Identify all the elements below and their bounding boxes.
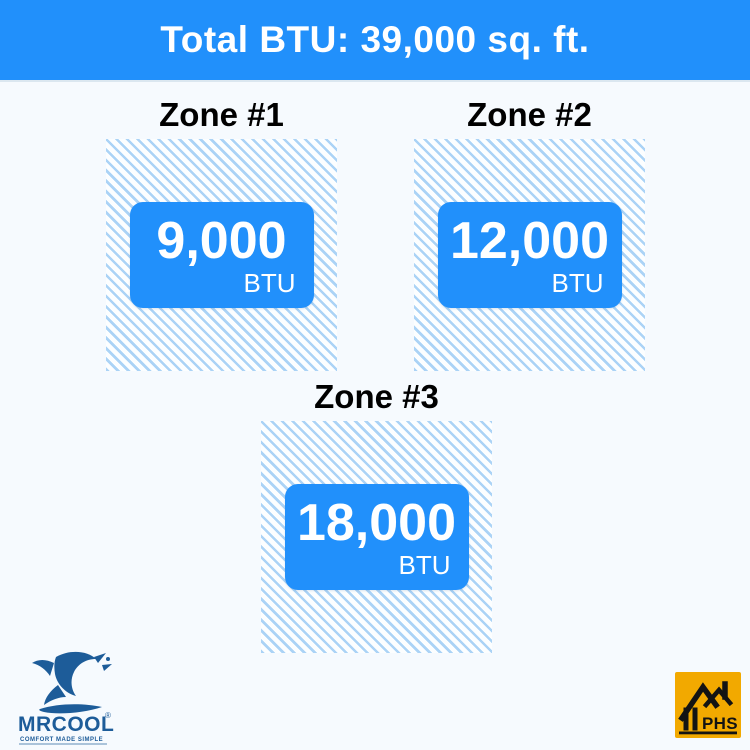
header-banner: Total BTU: 39,000 sq. ft. — [0, 0, 750, 80]
zone-2-title: Zone #2 — [467, 96, 592, 133]
mrcool-wordmark: MRCOOL — [18, 713, 114, 736]
mrcool-registered-mark: ® — [105, 711, 111, 720]
zone-1-title: Zone #1 — [159, 96, 284, 133]
zone-2-btu-unit: BTU — [551, 267, 604, 298]
phs-house-icon — [678, 681, 734, 731]
phs-underline — [679, 731, 737, 735]
phs-logo: PHS — [675, 672, 741, 738]
zone-1-btu-value: 9,000 — [156, 211, 287, 270]
zone-3-btu-unit: BTU — [398, 549, 451, 580]
zone-2-btu-value: 12,000 — [449, 211, 610, 270]
zone-3-btu-value: 18,000 — [296, 493, 457, 552]
phs-wordmark: PHS — [702, 714, 738, 733]
zone-3: Zone #3 18,000 BTU — [261, 378, 492, 654]
zone-2-area: 12,000 BTU — [414, 139, 645, 372]
mrcool-underline — [19, 743, 107, 745]
mrcool-tagline: COMFORT MADE SIMPLE — [20, 737, 103, 743]
zone-1-btu-card: 9,000 BTU — [129, 202, 314, 309]
zone-1-btu-unit: BTU — [243, 267, 296, 298]
zone-3-area: 18,000 BTU — [261, 421, 492, 654]
zone-1-area: 9,000 BTU — [106, 139, 337, 372]
zone-2: Zone #2 12,000 BTU — [414, 96, 645, 372]
zone-1: Zone #1 9,000 BTU — [106, 96, 337, 372]
zone-3-btu-card: 18,000 BTU — [284, 484, 469, 591]
zone-3-title: Zone #3 — [314, 378, 439, 415]
mrcool-penguin-icon — [32, 651, 112, 714]
mrcool-logo: MRCOOL ® COMFORT MADE SIMPLE — [18, 651, 114, 745]
zone-2-btu-card: 12,000 BTU — [437, 202, 622, 309]
page-title: Total BTU: 39,000 sq. ft. — [160, 19, 590, 60]
